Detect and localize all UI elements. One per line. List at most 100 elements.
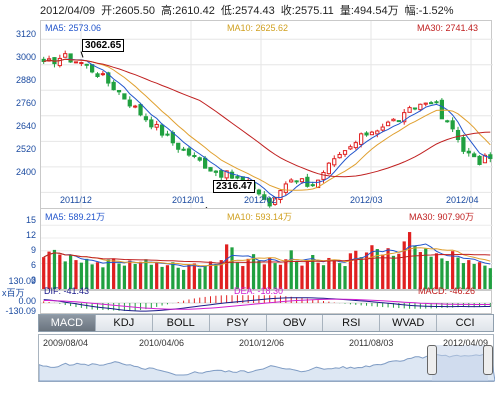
candle-body — [445, 120, 450, 123]
volume-bar — [155, 263, 159, 289]
volume-bar — [160, 266, 164, 289]
volume-bar — [284, 259, 288, 289]
volume-bar — [241, 266, 245, 289]
macd-dea-label: DEA: -18.30 — [234, 286, 284, 296]
quote-change: 幅:-1.52% — [404, 5, 454, 17]
volume-bar — [429, 256, 433, 289]
time-navigator[interactable]: 2009/08/04 2010/04/06 2010/12/06 2011/08… — [38, 334, 496, 382]
candle-body — [294, 180, 299, 183]
candle-body — [375, 130, 380, 135]
volume-bar — [90, 264, 94, 289]
volume-bar — [327, 257, 331, 289]
price-y-tick: 2520 — [15, 144, 36, 154]
price-y-tick: 2640 — [15, 121, 36, 131]
volume-bar — [165, 265, 170, 289]
volume-bar — [95, 262, 100, 289]
quote-open: 开:2605.50 — [101, 5, 155, 17]
volume-chart — [41, 224, 493, 289]
macd-dea-line — [43, 298, 491, 310]
candle-body — [127, 99, 132, 107]
volume-bar — [445, 260, 449, 289]
volume-bar — [47, 251, 51, 289]
volume-bar — [198, 268, 202, 289]
tab-cci[interactable]: CCI — [455, 317, 475, 329]
volume-bar — [278, 264, 283, 289]
candle-body — [321, 171, 326, 180]
volume-bar — [58, 254, 62, 289]
price-y-tick: 2760 — [15, 98, 36, 108]
volume-bar — [117, 263, 121, 289]
tab-psy[interactable]: PSY — [210, 315, 267, 331]
candle-body — [229, 171, 235, 179]
volume-bar — [251, 254, 256, 289]
volume-bar — [85, 258, 89, 289]
volume-bar — [424, 248, 428, 289]
volume-y-tick: 15 — [25, 215, 36, 225]
navigator-right-handle[interactable] — [483, 345, 493, 375]
price-chart — [41, 21, 493, 221]
volume-bar — [268, 257, 272, 289]
candle-body — [412, 107, 418, 110]
volume-bar — [74, 260, 78, 289]
candle-body — [235, 176, 240, 179]
candle-body — [488, 154, 493, 160]
volume-bar — [79, 262, 83, 289]
volume-bar — [451, 251, 455, 289]
volume-bar — [338, 263, 342, 289]
high-price-callout: 3062.65 — [82, 39, 125, 52]
tab-macd[interactable]: MACD — [39, 315, 96, 331]
volume-bar — [348, 253, 353, 289]
candle-body — [192, 155, 197, 158]
volume-bar — [101, 267, 105, 289]
macd-dif-line — [43, 297, 491, 312]
volume-bar — [332, 259, 336, 289]
navigator-selection[interactable] — [432, 345, 488, 381]
navigator-left-handle[interactable] — [427, 345, 437, 375]
candle-body — [208, 167, 213, 172]
candle-body — [289, 179, 294, 183]
volume-ma5-label: MA5: 589.21万 — [45, 212, 106, 222]
navigator-date: 2010/12/06 — [239, 338, 285, 348]
candle-body — [418, 103, 423, 111]
candle-body — [477, 155, 482, 165]
volume-bar — [208, 261, 213, 289]
candle-body — [186, 148, 192, 156]
candle-body — [348, 146, 353, 150]
volume-ma30-label: MA30: 907.90万 — [409, 212, 475, 222]
volume-bar — [171, 262, 175, 289]
volume-bar — [214, 263, 218, 289]
tab-wvad[interactable]: WVAD — [380, 315, 438, 331]
volume-bar — [138, 261, 143, 289]
quote-low: 低:2574.43 — [220, 5, 275, 17]
price-ma10-line — [43, 58, 491, 191]
volume-bar — [418, 252, 422, 289]
navigator-area — [38, 353, 496, 382]
tab-kdj[interactable]: KDJ — [96, 315, 153, 331]
candle-body — [197, 157, 202, 161]
volume-bar — [273, 263, 277, 289]
macd-y-tick: 130.09 — [8, 276, 36, 286]
volume-y-tick: 6 — [30, 260, 36, 270]
candle-body — [256, 189, 262, 195]
tab-obv[interactable]: OBV — [267, 315, 324, 331]
navigator-chart — [38, 345, 496, 382]
tab-rsi[interactable]: RSI — [323, 315, 381, 331]
candle-body — [95, 73, 100, 77]
volume-bar — [477, 262, 482, 289]
volume-bar — [488, 268, 492, 289]
candle-body — [224, 170, 229, 179]
navigator-date: 2009/08/04 — [43, 338, 89, 348]
price-x-tick: 2012/04 — [446, 195, 479, 205]
price-panel: MA5: 2573.06 MA10: 2625.62 MA30: 2741.43 — [40, 20, 493, 221]
volume-bar — [192, 263, 196, 289]
volume-bar — [122, 265, 127, 289]
tab-boll[interactable]: BOLL — [153, 315, 210, 331]
high-callout-pointer — [80, 51, 84, 58]
candle-body — [143, 116, 149, 121]
volume-bar — [257, 260, 261, 289]
volume-bar — [128, 260, 132, 289]
volume-bar — [203, 265, 207, 289]
candle-body — [342, 150, 348, 155]
volume-bar — [235, 262, 240, 289]
volume-bar — [112, 258, 116, 289]
